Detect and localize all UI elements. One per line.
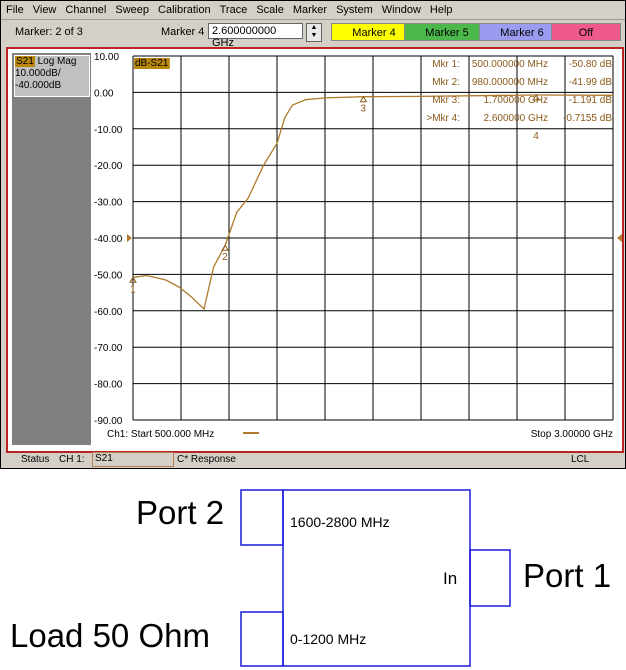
menu-view[interactable]: View	[32, 4, 57, 16]
y-tick-label: -40.00	[94, 234, 123, 245]
s21-trace	[132, 94, 614, 311]
menu-scale[interactable]: Scale	[256, 4, 284, 16]
menu-calibration[interactable]: Calibration	[158, 4, 211, 16]
marker-readout-freq: 1.700000 GHz	[484, 95, 549, 106]
marker-readout-value: -41.99 dB	[569, 77, 613, 88]
marker-4-button[interactable]: Marker 4	[331, 23, 417, 41]
trace-format: Log Mag	[37, 56, 77, 67]
y-tick-label: -50.00	[94, 270, 123, 281]
marker-1-icon	[129, 276, 137, 283]
marker-5-button[interactable]: Marker 5	[404, 23, 490, 41]
menu-window[interactable]: Window	[381, 4, 421, 16]
menu-marker[interactable]: Marker	[292, 4, 328, 16]
marker-3-icon	[359, 95, 368, 103]
status-label: Status	[21, 454, 50, 465]
menu-sweep[interactable]: Sweep	[115, 4, 150, 16]
y-tick-label: -10.00	[94, 125, 123, 136]
high-band-label: 1600-2800 MHz	[290, 514, 390, 530]
y-tick-label: -30.00	[94, 198, 123, 209]
menu-file[interactable]: File	[6, 4, 24, 16]
trace-param: S21	[15, 56, 35, 67]
y-tick-label: -20.00	[94, 161, 123, 172]
y-tick-label: -60.00	[94, 307, 123, 318]
s21-plot: 10.00 0.00 -10.00 -20.00 -30.00 -40.00 -50.00 -…	[94, 52, 622, 440]
trace-label: dB-S21	[135, 58, 169, 69]
marker-2-number: 2	[222, 252, 228, 263]
input-label: In	[443, 569, 458, 588]
y-tick-label: -90.00	[94, 416, 123, 427]
marker-toolbar: Marker: 2 of 3 Marker 4 2.600000000 GHz …	[1, 20, 625, 49]
trace-ref: -40.000dB	[15, 80, 62, 91]
menu-system[interactable]: System	[336, 4, 373, 16]
status-mode: C* Response	[177, 454, 236, 465]
menu-trace[interactable]: Trace	[219, 4, 248, 16]
trace-panel: S21 Log Mag 10.000dB/ -40.000dB	[12, 53, 91, 445]
menu-channel[interactable]: Channel	[65, 4, 107, 16]
sweep-start: Ch1: Start 500.000 MHz	[107, 429, 214, 440]
load-label: Load 50 Ohm	[10, 617, 210, 654]
marker-readout-name: Mkr 3:	[432, 95, 460, 106]
marker-frequency-input[interactable]: 2.600000000 GHz	[208, 23, 303, 49]
marker-readout-value: -50.80 dB	[569, 59, 613, 70]
marker-readout-name: Mkr 1:	[432, 59, 460, 70]
spin-down-icon[interactable]: ▼	[310, 32, 318, 39]
vna-window: File View Channel Sweep Calibration Trace Scal…	[0, 0, 626, 469]
marker-readout-freq: 980.000000 MHz	[472, 77, 548, 88]
ref-level-left-icon	[127, 234, 132, 242]
trace-label-bg	[134, 58, 170, 69]
y-tick-label: 10.00	[94, 52, 119, 63]
port2-connector	[240, 489, 284, 546]
marker-4-number: 4	[533, 131, 539, 142]
marker-3-number: 3	[360, 104, 366, 115]
port1-connector	[469, 549, 511, 607]
status-bar: Status CH 1: S21 C* Response LCL	[1, 451, 625, 468]
chart-area: S21 Log Mag 10.000dB/ -40.000dB 10.00 0.0…	[6, 47, 624, 453]
marker-6-button[interactable]: Marker 6	[479, 23, 565, 41]
marker-readout-value: -1.191 dB	[569, 95, 613, 106]
low-band-label: 0-1200 MHz	[290, 631, 367, 647]
marker-status: Marker: 2 of 3	[15, 26, 83, 38]
marker-readout-name: Mkr 2:	[432, 77, 460, 88]
filter-diagram	[240, 489, 511, 667]
sweep-stop: Stop 3.00000 GHz	[531, 429, 613, 440]
y-tick-label: 0.00	[94, 88, 114, 99]
marker-readout-freq: 2.600000 GHz	[484, 113, 549, 124]
port1-label: Port 1	[523, 557, 612, 594]
marker-readout-name: >Mkr 4:	[426, 113, 460, 124]
marker-1-number: 1	[130, 284, 136, 295]
spin-up-icon[interactable]: ▲	[310, 24, 318, 31]
marker-4-icon	[532, 94, 541, 101]
status-channel: CH 1:	[59, 454, 85, 465]
ref-level-right-icon	[617, 234, 622, 242]
load-connector	[240, 611, 284, 667]
marker-field-label: Marker 4	[161, 26, 205, 38]
y-tick-label: -70.00	[94, 343, 123, 354]
trace-info[interactable]: S21 Log Mag 10.000dB/ -40.000dB	[14, 55, 90, 97]
markers-off-button[interactable]: Off	[551, 23, 621, 41]
port2-label: Port 2	[136, 494, 225, 531]
marker-readout-value: -0.7155 dB	[563, 113, 612, 124]
menu-help[interactable]: Help	[429, 4, 453, 16]
marker-spinner[interactable]: ▲ ▼	[306, 23, 322, 42]
marker-2-icon	[221, 244, 230, 251]
marker-readout-freq: 500.000000 MHz	[472, 59, 548, 70]
status-param: S21	[92, 452, 174, 467]
status-lcl: LCL	[571, 454, 590, 465]
menu-bar: File View Channel Sweep Calibration Trace Scal…	[1, 1, 625, 20]
y-tick-label: -80.00	[94, 380, 123, 391]
trace-scale: 10.000dB/	[15, 68, 61, 79]
